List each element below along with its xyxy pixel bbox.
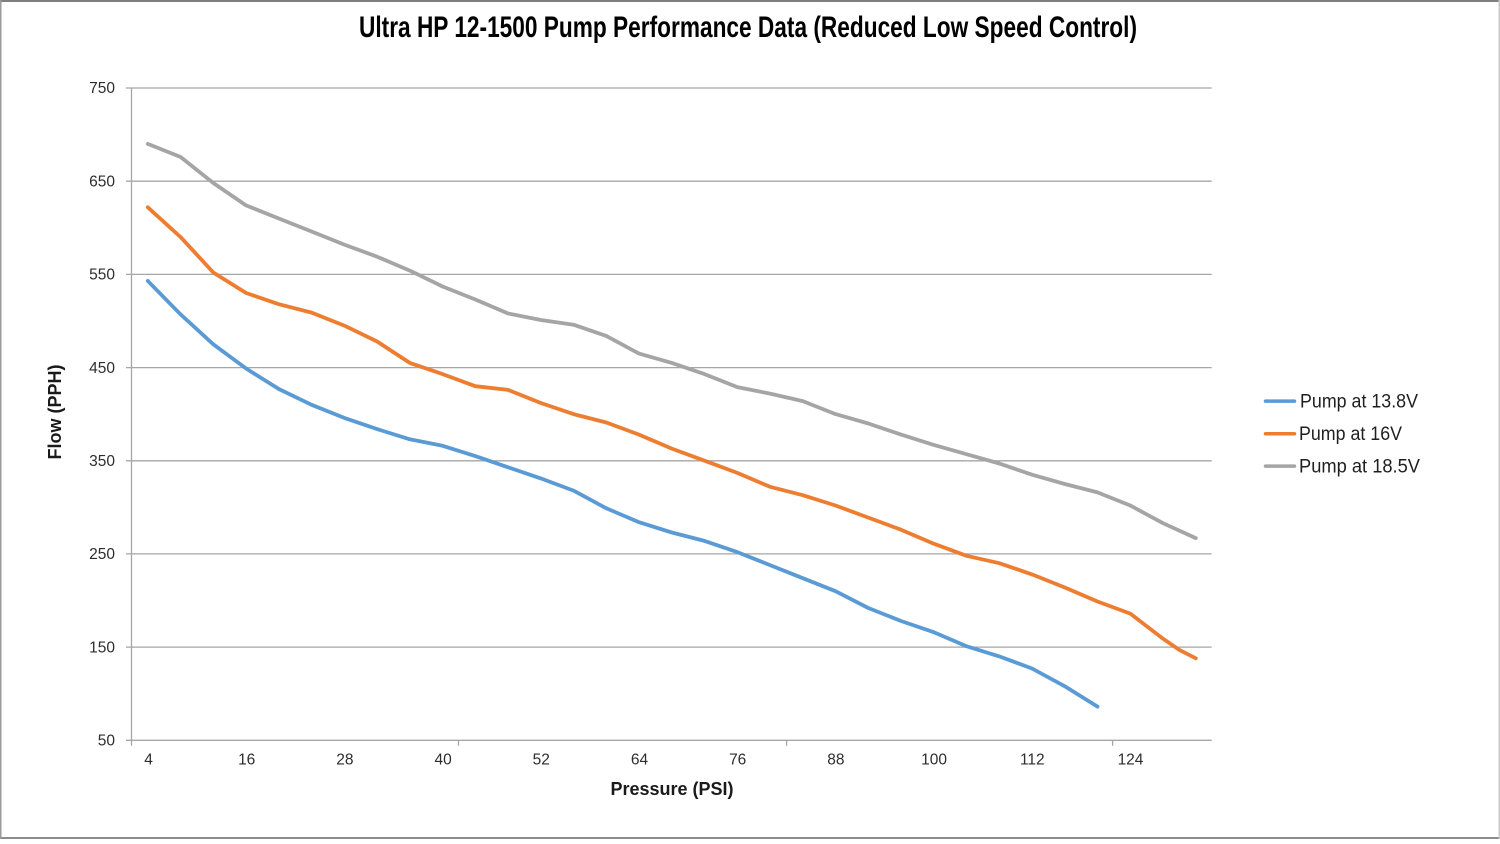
svg-text:Ultra HP 12-1500 Pump Perform: Ultra HP 12-1500 Pump Performance Data (… [359,11,1137,44]
svg-text:Pressure (PSI): Pressure (PSI) [610,779,733,799]
svg-text:124: 124 [1118,752,1144,769]
svg-text:100: 100 [921,752,947,769]
svg-text:Pump at 18.5V: Pump at 18.5V [1299,457,1420,478]
svg-text:88: 88 [827,752,844,769]
svg-text:50: 50 [98,733,116,750]
svg-text:Flow (PPH): Flow (PPH) [45,365,65,460]
svg-text:Pump at 16V: Pump at 16V [1299,424,1402,445]
svg-text:Pump at 13.8V: Pump at 13.8V [1300,392,1418,413]
svg-text:64: 64 [631,752,649,769]
svg-text:28: 28 [336,752,353,769]
svg-text:52: 52 [533,752,550,769]
svg-text:76: 76 [729,752,746,769]
svg-text:112: 112 [1020,752,1045,769]
svg-text:450: 450 [89,360,115,377]
svg-text:16: 16 [238,752,255,769]
svg-text:650: 650 [89,173,115,190]
svg-text:4: 4 [144,752,153,769]
svg-text:550: 550 [89,267,115,284]
svg-text:250: 250 [89,546,115,563]
svg-text:350: 350 [89,453,115,470]
svg-text:150: 150 [89,639,115,656]
svg-text:40: 40 [434,752,452,769]
svg-text:750: 750 [89,80,115,97]
